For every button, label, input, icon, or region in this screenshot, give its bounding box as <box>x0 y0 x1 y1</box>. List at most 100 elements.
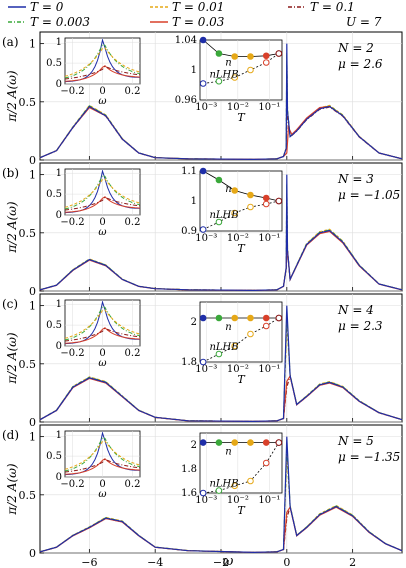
y-tick-label: 0.5 <box>19 489 37 502</box>
inset-nlhb-marker <box>262 200 270 208</box>
panel-label: (a) <box>2 35 19 49</box>
inset-y-tick-label: 0 <box>56 472 62 483</box>
inset-n-label: n <box>225 184 231 195</box>
inset-n-marker <box>247 439 254 446</box>
inset-nlhb-marker <box>262 459 270 467</box>
inset-nlhb-marker <box>215 487 223 494</box>
inset-y-tick-label: 1 <box>56 299 62 310</box>
inset-n-marker <box>231 439 238 446</box>
inset-x-tick-label: −0.2 <box>60 348 84 359</box>
inset-n-marker <box>199 439 207 446</box>
inset-n-marker <box>247 53 254 60</box>
inset-x-tick-label: 10⁻² <box>227 233 249 244</box>
inset-x-tick-label: 0.2 <box>125 217 141 228</box>
inset-n-label: n <box>225 58 231 69</box>
inset-left: −0.2 0 0.200.51ω <box>46 299 140 369</box>
y-tick-label: 1 <box>29 38 36 51</box>
legend-t0003: T = 0.003 <box>30 15 90 29</box>
inset-nlhb-marker <box>275 197 283 205</box>
inset-x-tick-label: 10⁻³ <box>195 233 217 244</box>
inset-right: 10⁻³ 10⁻² 10⁻¹ T 1.8 2 n nLHB <box>181 301 283 386</box>
inset-x-tick-label: 10⁻³ <box>195 102 217 113</box>
inset-x-tick-label: 0 <box>99 479 105 490</box>
inset-n-marker <box>215 314 223 322</box>
panel-N: N = 3 <box>337 172 374 186</box>
y-tick-label: 0 <box>29 285 36 298</box>
y-tick-label: 0.5 <box>19 96 37 109</box>
series-line-0 <box>39 436 403 554</box>
inset-left-series-1 <box>64 65 141 82</box>
inset-right-frame <box>199 39 283 101</box>
inset-n-marker <box>199 314 207 322</box>
inset-y-tick-label: 1.04 <box>175 35 197 46</box>
inset-n-marker <box>199 36 207 44</box>
x-tick-label: −4 <box>147 556 163 568</box>
inset-left-series-4 <box>64 196 141 211</box>
inset-y-tick-label: 1.6 <box>181 488 197 499</box>
inset-nlhb-line <box>203 317 280 363</box>
y-axis-label: π/2 A(ω) <box>5 201 19 254</box>
x-axis-label: ω <box>223 554 234 568</box>
legend-t001: T = 0.01 <box>172 0 224 14</box>
inset-right-frame <box>199 301 283 363</box>
panel-label: (c) <box>2 297 18 311</box>
y-tick-label: 0 <box>29 154 36 167</box>
y-tick-label: 0.5 <box>19 227 37 240</box>
inset-x-tick-label: 0 <box>99 348 105 359</box>
panel-N: N = 5 <box>337 434 374 448</box>
panel-2: 00.51(c) N = 4μ = 2.3π/2 A(ω) −0.2 0 0.200.5… <box>2 293 403 429</box>
inset-x-label: T <box>237 504 246 517</box>
inset-y-tick-label: 0.5 <box>46 320 62 331</box>
inset-n-marker <box>215 176 223 184</box>
inset-right: 10⁻³ 10⁻² 10⁻¹ T 1.6 1.8 2 n nLHB <box>181 432 283 517</box>
inset-y-tick-label: 0.9 <box>181 226 197 237</box>
inset-n-label: n <box>225 447 231 458</box>
inset-nlhb-line <box>203 200 279 230</box>
inset-x-tick-label: 10⁻¹ <box>258 495 280 506</box>
panel-1: 00.51(b) N = 3μ = −1.05π/2 A(ω) −0.2 0 0.200… <box>2 162 403 298</box>
inset-y-tick-label: 0 <box>56 79 62 90</box>
inset-nlhb-marker <box>275 50 283 57</box>
legend: T = 0 T = 0.01 T = 0.1 T = 0.003 T = 0.0… <box>8 0 382 29</box>
inset-nlhb-marker <box>231 74 238 81</box>
inset-x-tick-label: −0.2 <box>60 479 84 490</box>
inset-nlhb-label: nLHB <box>209 342 238 353</box>
x-tick-label: −2 <box>213 556 229 568</box>
inset-x-label: ω <box>98 489 106 500</box>
inset-nlhb-marker <box>247 477 254 485</box>
inset-y-tick-label: 1 <box>56 37 62 48</box>
inset-left-series-1 <box>64 458 141 475</box>
inset-n-marker <box>231 53 238 60</box>
inset-nlhb-marker <box>231 482 238 490</box>
series-line-0 <box>39 305 403 423</box>
series-line-0 <box>39 174 403 292</box>
inset-x-label: T <box>237 111 246 124</box>
inset-left-series-3 <box>64 440 141 470</box>
inset-y-tick-label: 1.1 <box>181 166 197 177</box>
y-tick-label: 1 <box>29 431 36 444</box>
inset-x-label: T <box>237 373 246 386</box>
inset-nlhb-label: nLHB <box>209 479 238 490</box>
inset-x-tick-label: 10⁻¹ <box>258 364 280 375</box>
inset-n-marker <box>215 439 223 446</box>
inset-y-tick-label: 1 <box>191 65 197 76</box>
inset-left: −0.2 0 0.200.51ω <box>46 168 140 238</box>
inset-left-series-4 <box>64 458 141 473</box>
inset-y-tick-label: 2 <box>191 317 197 328</box>
panel-3: −6 −4 −2 0 2 0 0.5 1 (d) N = 5 μ = −1.35 π/2 A(ω) −0… <box>2 424 403 568</box>
inset-y-tick-label: 1 <box>191 196 197 207</box>
inset-x-tick-label: 10⁻¹ <box>258 233 280 244</box>
inset-y-tick-label: 0.5 <box>46 189 62 200</box>
inset-nlhb-marker <box>262 322 270 330</box>
panel-mu: μ = 2.3 <box>338 319 383 333</box>
inset-right-frame <box>199 170 283 232</box>
inset-nlhb-marker <box>215 77 223 85</box>
y-tick-label: 0 <box>29 416 36 429</box>
x-tick-label: −6 <box>81 556 97 568</box>
y-axis-label: π/2 A(ω) <box>5 332 19 385</box>
inset-x-tick-label: 10⁻² <box>227 364 249 375</box>
inset-x-tick-label: 0.2 <box>125 479 141 490</box>
inset-x-tick-label: 0 <box>99 86 105 97</box>
inset-left-series-4 <box>64 327 141 342</box>
